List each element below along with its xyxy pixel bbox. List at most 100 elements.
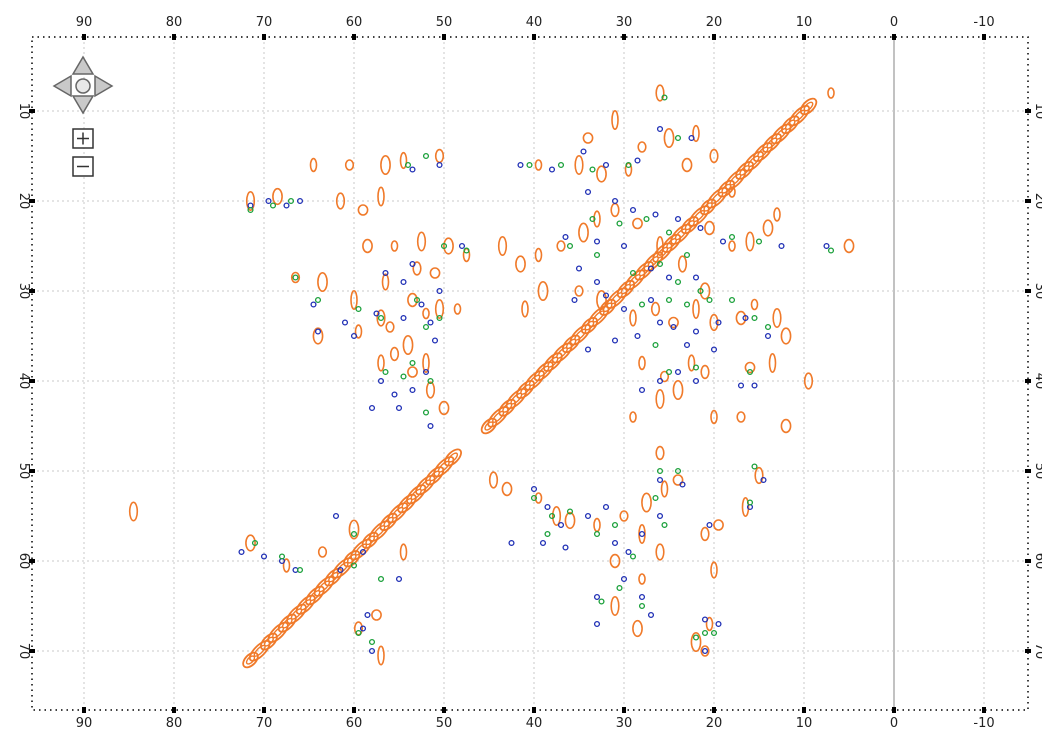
contour-peak <box>416 231 427 252</box>
contour-peak <box>593 210 601 228</box>
contour-peak <box>537 280 549 301</box>
blue-peak-marker <box>310 301 317 308</box>
y-tick-label-right: 70 <box>1032 643 1042 660</box>
blue-peak-marker <box>715 319 722 326</box>
blue-peak-marker <box>418 301 425 308</box>
green-peak-marker <box>566 242 574 250</box>
blue-peak-marker <box>670 323 677 331</box>
contour-peak <box>629 411 637 423</box>
blue-peak-marker <box>341 319 349 326</box>
diagonal-contour-outer <box>406 484 427 505</box>
axes <box>29 34 1031 713</box>
contour-peak <box>377 645 385 666</box>
blue-peak-marker <box>283 202 290 209</box>
x-tick-label-top: 80 <box>166 15 183 30</box>
green-peak-marker <box>247 206 254 214</box>
green-peak-marker <box>665 229 673 236</box>
pan-down-icon[interactable] <box>71 95 95 115</box>
contour-peak <box>354 324 363 339</box>
green-peak-marker <box>652 494 659 502</box>
blue-peak-marker <box>620 242 628 250</box>
contour-peak <box>380 155 391 176</box>
y-tick-mark-left <box>29 289 35 293</box>
blue-peak-marker <box>611 197 619 205</box>
contour-peak <box>638 573 646 585</box>
pan-right-icon[interactable] <box>94 74 114 98</box>
contour-peak <box>501 481 513 497</box>
blue-peak-marker <box>701 616 709 623</box>
green-peak-marker <box>616 584 623 592</box>
x-tick-label-top: 0 <box>890 15 898 30</box>
diagonal-contour-outer <box>324 567 343 587</box>
blue-peak-marker <box>634 332 641 340</box>
contour-peak <box>762 219 774 237</box>
green-peak-marker <box>674 278 682 286</box>
y-tick-mark-left <box>29 199 35 203</box>
green-peak-marker <box>355 305 362 313</box>
zoom-out-icon[interactable] <box>72 156 94 177</box>
blue-peak-marker <box>701 647 709 655</box>
green-peak-marker <box>638 301 646 308</box>
blue-peak-marker <box>656 377 664 385</box>
green-peak-marker <box>368 638 376 646</box>
x-tick-label-top: 50 <box>436 15 453 30</box>
green-peak-marker <box>643 215 650 223</box>
green-peak-marker <box>728 296 736 304</box>
green-peak-marker <box>440 242 448 250</box>
diagonal-peak <box>799 97 818 116</box>
contour-peak <box>385 321 395 333</box>
contour-peak <box>362 238 373 254</box>
y-tick-label-left: 50 <box>16 463 31 480</box>
green-peak-marker <box>629 269 637 277</box>
contour-peak <box>660 480 669 498</box>
green-peak-marker <box>413 296 421 304</box>
contour-peak <box>272 187 283 206</box>
blue-peak-marker <box>629 206 637 214</box>
contour-peak <box>655 543 665 561</box>
blue-peak-marker <box>710 346 718 353</box>
contour-peak <box>710 409 718 425</box>
green-peak-marker <box>674 467 682 475</box>
y-tick-label-right: 20 <box>1032 193 1042 210</box>
contour-peak <box>709 313 719 332</box>
navigation-controls[interactable] <box>52 55 114 177</box>
contour-peak <box>772 307 782 328</box>
green-peak-marker <box>755 238 763 245</box>
plot-area[interactable] <box>31 36 1029 711</box>
contour-peak <box>317 546 328 558</box>
blue-peak-marker <box>409 386 416 394</box>
blue-peak-marker <box>760 476 767 484</box>
x-tick-mark-top <box>712 34 716 40</box>
contour-peak <box>672 379 684 400</box>
diagonal-contour-inner <box>703 202 713 212</box>
green-peak-marker <box>661 94 668 101</box>
contour-peak <box>348 519 360 540</box>
contour-peak <box>827 87 835 99</box>
diagonal-contour-outer <box>295 594 316 615</box>
blue-peak-marker <box>427 422 434 430</box>
blue-peak-marker <box>638 593 646 601</box>
contour-peak <box>843 238 855 254</box>
zoom-in-icon[interactable] <box>72 128 94 149</box>
y-tick-label-right: 50 <box>1032 463 1042 480</box>
x-tick-mark-top <box>622 34 626 40</box>
blue-peak-marker <box>409 166 416 173</box>
green-peak-marker <box>661 521 668 529</box>
x-tick-label-bottom: -10 <box>973 716 994 731</box>
blue-peak-marker <box>368 647 376 655</box>
green-peak-marker <box>683 301 691 308</box>
green-peak-marker <box>625 161 632 169</box>
blue-peak-marker <box>692 328 700 335</box>
diagonal-contour-outer <box>305 585 325 606</box>
x-tick-mark-top <box>82 34 86 40</box>
pan-up-icon[interactable] <box>71 55 95 75</box>
blue-peak-marker <box>737 382 745 389</box>
x-tick-mark-bottom <box>172 707 176 713</box>
blue-peak-marker <box>611 539 619 547</box>
contour-peak <box>745 231 755 252</box>
blue-peak-marker <box>674 368 682 376</box>
recenter-icon[interactable] <box>75 78 91 94</box>
blue-peak-marker <box>593 593 601 601</box>
pan-left-icon[interactable] <box>52 74 72 98</box>
